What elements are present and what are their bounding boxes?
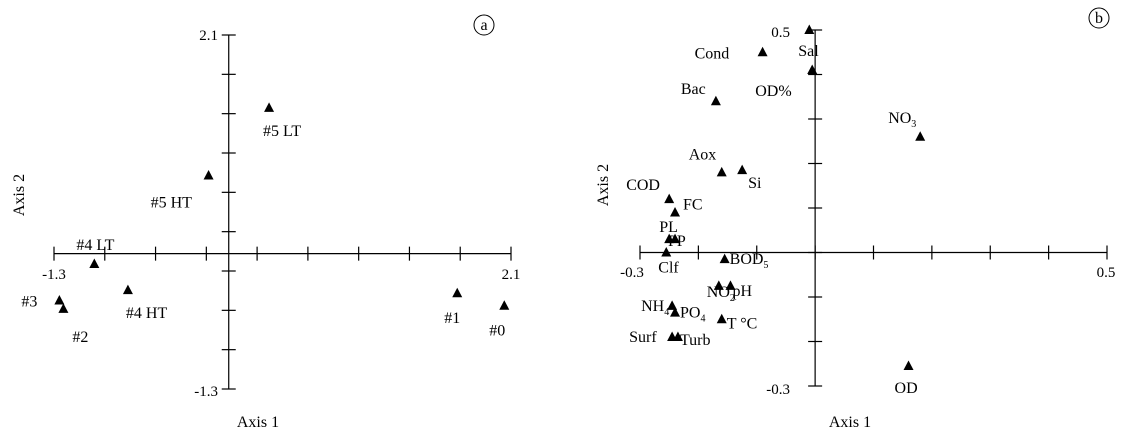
panel-b-letter: b xyxy=(1088,7,1110,29)
panel-b-point-marker xyxy=(670,307,681,317)
panel-b-point-label: T °C xyxy=(727,315,758,332)
panel-b-point-marker xyxy=(915,131,926,141)
panel-b-y-axis-title: Axis 2 xyxy=(595,164,612,206)
panel-b-point-marker xyxy=(713,280,724,290)
panel-b-point-marker xyxy=(719,253,730,264)
panel-b-point-marker xyxy=(716,313,727,324)
panel-b-point-marker xyxy=(737,164,748,175)
panel-b-point-label: FC xyxy=(683,196,703,213)
panel-a-point-label: #5 LT xyxy=(263,123,301,140)
panel-b-x-tick-min: -0.3 xyxy=(620,265,644,281)
panel-b-point-label: Sal xyxy=(798,43,819,60)
panel-a-point-label: #3 xyxy=(21,294,37,311)
panel-b-y-tick-min: -0.3 xyxy=(766,382,790,398)
panel-a-point-marker xyxy=(203,170,214,180)
panel-a-point-marker xyxy=(58,303,69,313)
panel-b-point-label: OD xyxy=(895,380,918,397)
panel-a-x-tick-max: 2.1 xyxy=(502,267,521,283)
panel-b-point-label: Surf xyxy=(629,329,657,346)
panel-b-point-marker xyxy=(804,24,815,34)
panel-a-point-marker xyxy=(452,287,463,298)
panel-a-point-label: #1 xyxy=(444,310,460,327)
panel-a-y-tick-max: 2.1 xyxy=(199,28,218,44)
panel-b-point-label: Turb xyxy=(680,332,711,349)
panel-a-axes xyxy=(53,34,512,390)
panel-b-point-label: PP xyxy=(668,233,686,250)
panel-a-y-tick-min: -1.3 xyxy=(194,384,218,400)
panel-a-x-tick-min: -1.3 xyxy=(42,267,66,283)
panel-b-point-marker xyxy=(661,247,672,257)
panel-b: -0.3 0.5 0.5 -0.3 Axis 1 Axis 2 b Sal Con… xyxy=(595,7,1116,431)
panel-b-point-label: BOD5 xyxy=(730,251,769,271)
panel-b-point-marker xyxy=(807,64,818,75)
panel-b-point-marker xyxy=(664,193,675,204)
panel-a-point-label: #2 xyxy=(72,329,88,346)
panel-b-y-tick-max: 0.5 xyxy=(771,25,790,41)
panel-a-letter: a xyxy=(473,14,495,36)
panel-a-point-label: #5 HT xyxy=(151,195,193,212)
panel-b-point-label: Cond xyxy=(695,45,730,62)
panel-b-point-marker xyxy=(725,280,736,290)
panel-a-point-label: #4 HT xyxy=(126,305,168,322)
panel-b-point-label: COD xyxy=(626,177,660,194)
panel-a-point-marker xyxy=(122,284,133,295)
panel-b-point-label: Clf xyxy=(658,260,679,277)
panel-a-point-marker xyxy=(264,102,275,112)
panel-a-point-marker xyxy=(499,300,510,310)
panel-b-point-label: PL xyxy=(659,219,678,236)
panel-b-point-marker xyxy=(667,300,678,310)
panel-b-point-marker xyxy=(716,166,727,177)
svg-text:b: b xyxy=(1095,10,1103,27)
panel-b-axes xyxy=(639,29,1108,387)
panel-a-x-axis-title: Axis 1 xyxy=(237,414,279,431)
panel-b-x-axis-title: Axis 1 xyxy=(829,414,871,431)
panel-a-point-marker xyxy=(54,295,65,305)
panel-b-point-marker xyxy=(710,95,721,106)
panel-a-points: #5 LT #5 HT #4 LT #4 HT #3 #2 #1 #0 xyxy=(21,102,510,346)
panel-a-point-label: #4 LT xyxy=(76,237,114,254)
panel-a-point-marker xyxy=(89,258,100,269)
panel-b-point-label: Si xyxy=(748,175,762,192)
panel-b-x-tick-max: 0.5 xyxy=(1097,265,1116,281)
panel-b-point-label: NH4 xyxy=(641,298,669,318)
panel-b-point-label: Aox xyxy=(689,146,717,163)
panel-b-point-marker xyxy=(903,360,914,370)
panel-b-point-marker xyxy=(672,331,683,342)
panel-a-y-axis-title: Axis 2 xyxy=(11,174,28,216)
panel-a-point-label: #0 xyxy=(489,323,505,340)
panel-b-point-label: PO4 xyxy=(680,305,705,325)
panel-b-point-marker xyxy=(670,206,681,217)
panel-b-point-marker xyxy=(757,46,768,57)
panel-b-point-label: OD% xyxy=(755,83,791,100)
panel-b-point-marker xyxy=(670,233,681,244)
panel-b-point-label: pH xyxy=(732,283,752,300)
panel-b-point-label: Bac xyxy=(681,81,706,98)
svg-text:a: a xyxy=(480,17,487,34)
panel-b-point-label: NO3 xyxy=(888,110,916,130)
panel-a: -1.3 2.1 2.1 -1.3 Axis 1 Axis 2 a #5 LT#… xyxy=(11,14,521,431)
